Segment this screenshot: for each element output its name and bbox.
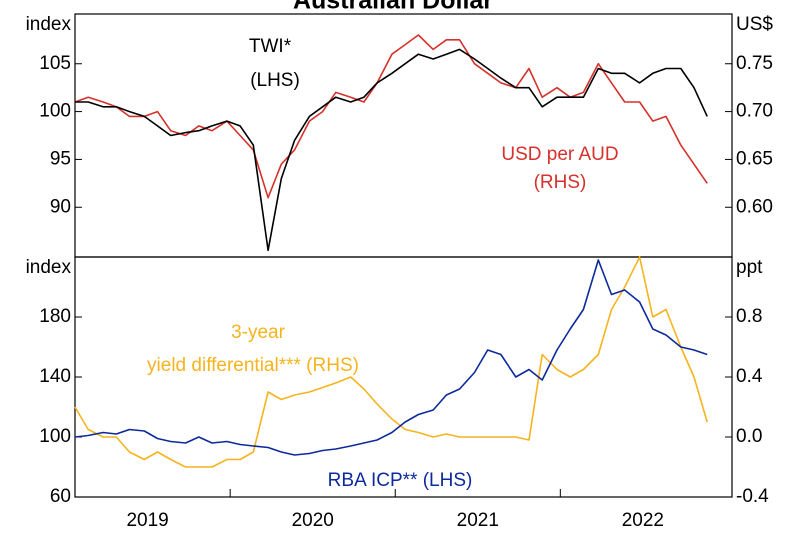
y-tick-label: 100 — [39, 426, 71, 447]
series-line — [75, 48, 708, 252]
x-tick-label: 2021 — [457, 510, 499, 531]
y2-tick-label: 0.65 — [736, 148, 773, 169]
y2-tick-label: 0.70 — [736, 101, 773, 122]
y2-tick-label: 0.0 — [736, 426, 762, 447]
y2-axis-unit: ppt — [736, 257, 763, 278]
series-line — [74, 259, 708, 456]
series-line — [74, 256, 708, 468]
y-tick-label: 105 — [39, 53, 71, 74]
y2-tick-label: -0.4 — [736, 486, 769, 507]
y-tick-label: 90 — [50, 196, 71, 217]
y2-tick-label: 0.75 — [736, 53, 773, 74]
y2-tick-label: 0.60 — [736, 196, 773, 217]
x-tick-label: 2019 — [126, 510, 168, 531]
annotation: 3-year — [231, 322, 286, 343]
x-tick-label: 2020 — [292, 510, 334, 531]
y-tick-label: 60 — [50, 486, 71, 507]
y-tick-label: 180 — [39, 306, 71, 327]
y2-tick-label: 0.8 — [736, 306, 762, 327]
annotation: RBA ICP** (LHS) — [328, 470, 473, 491]
y-axis-unit: index — [26, 14, 72, 35]
annotation: yield differential*** (RHS) — [147, 355, 359, 376]
annotation: (LHS) — [250, 70, 300, 91]
annotation: USD per AUD — [501, 144, 618, 165]
y2-tick-label: 0.4 — [736, 366, 763, 387]
y2-axis-unit: US$ — [736, 14, 773, 35]
annotation: TWI* — [249, 36, 292, 57]
x-tick-label: 2022 — [622, 510, 664, 531]
y-tick-label: 140 — [39, 366, 71, 387]
y-tick-label: 100 — [39, 101, 71, 122]
y-tick-label: 95 — [50, 148, 71, 169]
series-line — [74, 34, 708, 199]
y-axis-unit: index — [26, 257, 72, 278]
annotation: (RHS) — [534, 172, 587, 193]
chart-title: Australian Dollar — [293, 0, 493, 15]
